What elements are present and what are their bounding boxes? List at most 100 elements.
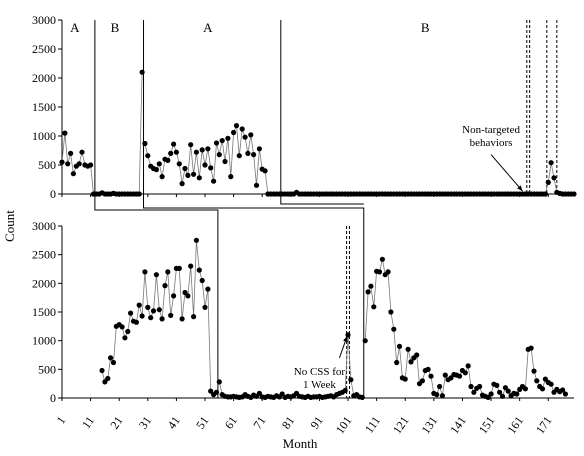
data-point: [448, 375, 454, 381]
data-point: [122, 335, 128, 341]
y-axis-label: Count: [2, 210, 17, 242]
data-point: [182, 289, 188, 296]
phase-connectors: [94, 154, 523, 359]
phase-label: B: [111, 20, 120, 35]
data-point: [185, 172, 191, 178]
data-point: [531, 368, 537, 374]
x-tick-label: 51: [193, 414, 211, 432]
x-tick-label: 161: [504, 414, 526, 437]
data-point: [253, 182, 260, 188]
data-point: [205, 146, 211, 152]
series-line: [101, 240, 217, 396]
data-point: [153, 272, 159, 278]
data-point: [156, 307, 162, 313]
data-point: [359, 394, 365, 400]
phase-label: A: [70, 20, 80, 35]
data-point: [176, 161, 182, 167]
y-tick-label: 0: [50, 391, 56, 405]
data-point: [465, 363, 471, 369]
data-point: [136, 302, 142, 308]
data-point: [402, 376, 408, 382]
data-point: [457, 373, 463, 379]
annotation-text: Non-targeted: [462, 124, 520, 136]
data-point: [560, 387, 566, 393]
x-tick-label: 111: [362, 414, 383, 436]
data-point: [99, 367, 105, 374]
data-point: [231, 129, 237, 136]
data-point: [248, 132, 254, 138]
x-tick-label: 151: [476, 414, 498, 437]
data-point: [173, 149, 179, 155]
x-tick-label: 171: [533, 414, 555, 437]
data-point: [188, 142, 194, 148]
x-axis-label: Month: [283, 436, 318, 451]
data-point: [499, 393, 506, 399]
y-tick-label: 500: [38, 362, 56, 376]
data-point: [239, 126, 245, 132]
data-point: [348, 377, 354, 383]
phase-label: B: [421, 20, 430, 35]
x-tick-label: 121: [390, 414, 412, 437]
data-point: [179, 316, 185, 322]
data-point: [125, 328, 131, 335]
data-point: [142, 269, 148, 275]
data-point: [222, 158, 228, 165]
data-point: [522, 386, 529, 392]
data-point: [462, 370, 468, 376]
annotation-arrow: [490, 154, 523, 192]
data-point: [139, 69, 145, 75]
data-point: [534, 378, 540, 384]
phase-connector: [280, 194, 364, 205]
x-tick-label: 31: [136, 414, 154, 432]
y-tick-label: 2500: [32, 42, 56, 56]
data-point: [548, 160, 554, 166]
arrow-head: [517, 185, 523, 192]
data-point: [228, 174, 234, 180]
data-point: [245, 150, 251, 156]
data-point: [145, 304, 151, 310]
data-point: [419, 378, 425, 384]
y-tick-label: 1500: [32, 100, 56, 114]
data-point: [488, 391, 494, 397]
data-point: [219, 138, 225, 144]
data-point: [497, 389, 503, 395]
data-point: [196, 267, 202, 273]
data-point: [371, 304, 377, 310]
data-point: [542, 376, 549, 382]
data-point: [213, 389, 220, 395]
data-point: [279, 391, 285, 397]
arrow-head: [343, 336, 348, 343]
data-point: [150, 308, 157, 314]
data-point: [59, 159, 65, 165]
data-point: [376, 269, 383, 275]
data-point: [425, 366, 431, 372]
data-point: [477, 383, 483, 390]
data-point: [428, 373, 434, 379]
top-panel: 0 500 1000 1500 2000 2500 3000 A B A B Non-targeted…: [32, 13, 577, 201]
data-point: [251, 152, 257, 158]
data-point: [62, 130, 68, 136]
data-point: [362, 338, 368, 344]
data-point: [405, 346, 411, 352]
data-point: [379, 256, 385, 262]
y-tick-label: 1000: [32, 129, 56, 143]
data-point: [439, 393, 445, 399]
y-tick-label: 0: [50, 187, 56, 201]
data-point: [505, 388, 511, 394]
data-point: [133, 319, 139, 325]
x-tick-label: 1: [54, 414, 69, 427]
x-tick-label: 21: [107, 414, 125, 432]
y-tick-label: 3000: [32, 13, 56, 27]
data-point: [179, 181, 185, 187]
x-tick-label: 131: [419, 414, 441, 437]
data-point: [168, 312, 174, 318]
annotation-text: No CSS for: [294, 366, 346, 378]
data-point: [76, 161, 82, 167]
data-point: [156, 161, 162, 167]
data-point: [394, 359, 400, 366]
data-point: [191, 171, 197, 177]
data-point: [142, 140, 148, 147]
data-point: [188, 263, 194, 269]
